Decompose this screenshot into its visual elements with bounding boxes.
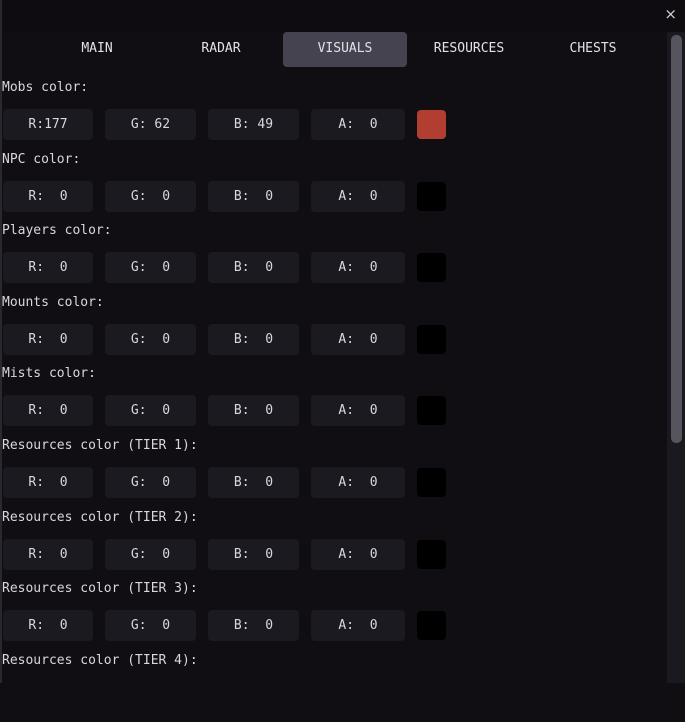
channel-b-input[interactable]: B: 0 (208, 538, 299, 570)
channel-g-input[interactable]: G: 0 (105, 252, 196, 284)
channel-r-input[interactable]: R: 0 (3, 180, 93, 212)
channel-b-input[interactable]: B: 0 (208, 395, 299, 427)
channel-a-input[interactable]: A: 0 (311, 538, 405, 570)
channel-b-input[interactable]: B: 0 (208, 610, 299, 642)
channel-r-input[interactable]: R: 0 (3, 323, 93, 355)
color-section: Resources color (TIER 2): R: 0 G: 0 B: 0 A: … (0, 508, 665, 580)
channel-a-input[interactable]: A: 0 (311, 610, 405, 642)
channel-r-input[interactable]: R: 0 (3, 538, 93, 570)
color-section-label: Mounts color: (2, 294, 104, 310)
tab-chests[interactable]: CHESTS (569, 41, 617, 56)
color-swatch[interactable] (417, 324, 446, 354)
color-section-label: Mobs color: (2, 80, 89, 95)
tab-bar: MAIN RADAR VISUALS RESOURCES CHESTS (35, 32, 655, 67)
channel-a-input[interactable]: A: 0 (311, 395, 405, 427)
color-section-label: Resources color (TIER 3): (2, 581, 198, 597)
channel-g-input[interactable]: G: 62 (105, 109, 196, 140)
tab-visuals[interactable]: VISUALS (283, 32, 407, 67)
channel-g-input[interactable]: G: 0 (105, 610, 196, 642)
color-swatch[interactable] (417, 396, 446, 426)
color-section: Mounts color: R: 0 G: 0 B: 0 A: 0 (0, 293, 665, 365)
channel-g-input[interactable]: G: 0 (105, 395, 196, 427)
color-section: NPC color: R: 0 G: 0 B: 0 A: 0 (0, 150, 665, 222)
channel-a-input[interactable]: A: 0 (311, 180, 405, 212)
color-section-label: Resources color (TIER 2): (2, 509, 198, 525)
title-bar (0, 0, 685, 32)
channel-b-input[interactable]: B: 0 (208, 466, 299, 498)
channel-a-input[interactable]: A: 0 (311, 109, 405, 140)
color-section-label: Players color: (2, 223, 112, 239)
channel-r-input[interactable]: R:177 (3, 109, 93, 140)
channel-b-input[interactable]: B: 0 (208, 252, 299, 284)
channel-g-input[interactable]: G: 0 (105, 538, 196, 570)
color-swatch[interactable] (417, 539, 446, 569)
channel-r-input[interactable]: R: 0 (3, 610, 93, 642)
tab-resources[interactable]: RESOURCES (433, 41, 505, 56)
color-section: Players color: R: 0 G: 0 B: 0 A: 0 (0, 221, 665, 293)
color-swatch[interactable] (417, 611, 446, 641)
color-section: Resources color (TIER 1): R: 0 G: 0 B: 0 A: … (0, 436, 665, 508)
channel-r-input[interactable]: R: 0 (3, 252, 93, 284)
scrollbar-thumb[interactable] (671, 35, 682, 443)
channel-r-input[interactable]: R: 0 (3, 466, 93, 498)
channel-a-input[interactable]: A: 0 (311, 466, 405, 498)
window-border (0, 0, 2, 683)
channel-r-input[interactable]: R: 0 (3, 395, 93, 427)
channel-g-input[interactable]: G: 0 (105, 466, 196, 498)
color-swatch[interactable] (417, 110, 446, 139)
color-swatch[interactable] (417, 253, 446, 283)
color-swatch[interactable] (417, 181, 446, 211)
channel-b-input[interactable]: B: 0 (208, 323, 299, 355)
visuals-panel: Mobs color: R:177 G: 62 B: 49 A: 0 NPC color:… (0, 78, 665, 722)
color-section: Resources color (TIER 3): R: 0 G: 0 B: 0 A: … (0, 579, 665, 651)
channel-b-input[interactable]: B: 49 (208, 109, 299, 140)
color-section: Mobs color: R:177 G: 62 B: 49 A: 0 (0, 78, 665, 150)
channel-b-input[interactable]: B: 0 (208, 180, 299, 212)
channel-g-input[interactable]: G: 0 (105, 323, 196, 355)
tab-main[interactable]: MAIN (81, 41, 113, 56)
channel-g-input[interactable]: G: 0 (105, 180, 196, 212)
channel-a-input[interactable]: A: 0 (311, 323, 405, 355)
close-icon[interactable]: × (664, 5, 677, 23)
color-section: Resources color (TIER 4): (0, 651, 665, 722)
color-section-label: Resources color (TIER 4): (2, 652, 198, 668)
color-section: Mists color: R: 0 G: 0 B: 0 A: 0 (0, 364, 665, 436)
color-section-label: Mists color: (2, 366, 96, 382)
tab-radar[interactable]: RADAR (201, 41, 241, 56)
color-swatch[interactable] (417, 467, 446, 497)
channel-a-input[interactable]: A: 0 (311, 252, 405, 284)
color-section-label: Resources color (TIER 1): (2, 437, 198, 453)
color-section-label: NPC color: (2, 151, 81, 167)
